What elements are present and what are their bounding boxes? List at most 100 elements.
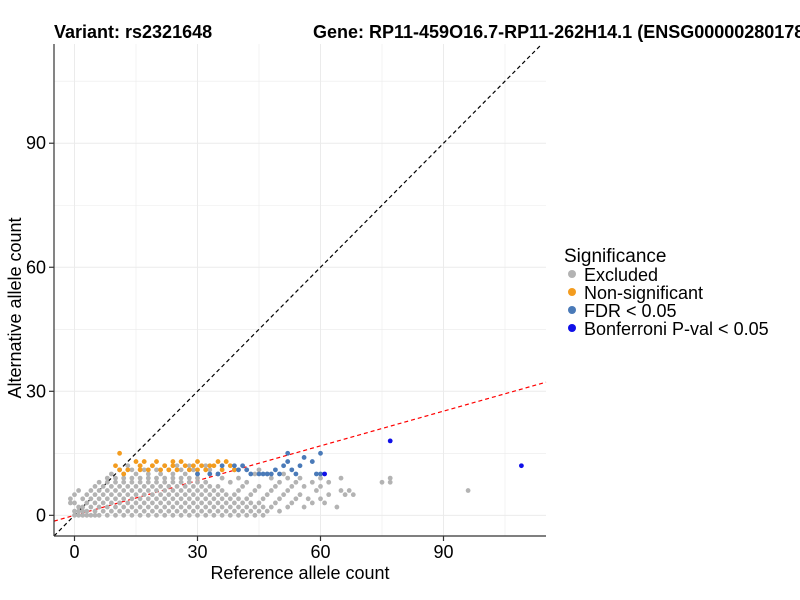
point-excluded xyxy=(199,500,205,506)
point-excluded xyxy=(88,488,94,493)
x-tick-label: 30 xyxy=(187,542,207,562)
reference-lines xyxy=(53,43,547,537)
point-excluded xyxy=(379,479,385,485)
point-excluded xyxy=(252,504,258,510)
point-excluded xyxy=(113,512,118,518)
point-non-significant xyxy=(133,459,139,464)
point-excluded xyxy=(244,496,250,502)
reference-line-identity xyxy=(53,43,543,537)
point-excluded xyxy=(232,500,237,506)
point-excluded xyxy=(260,504,266,510)
point-excluded xyxy=(264,492,270,498)
point-excluded xyxy=(166,492,172,498)
point-excluded xyxy=(236,475,241,481)
point-excluded xyxy=(285,504,291,510)
point-excluded xyxy=(195,488,200,493)
point-excluded xyxy=(170,488,176,493)
point-excluded xyxy=(219,475,225,481)
point-non-significant xyxy=(125,467,131,473)
point-excluded xyxy=(166,500,172,506)
point-excluded xyxy=(145,496,151,502)
point-non-significant xyxy=(232,467,237,473)
point-excluded xyxy=(100,483,106,489)
point-excluded xyxy=(72,512,77,518)
point-fdr-0-05 xyxy=(244,467,250,473)
point-non-significant xyxy=(113,463,118,469)
y-axis-title: Alternative allele count xyxy=(5,217,25,398)
point-excluded xyxy=(191,500,196,506)
point-excluded xyxy=(191,492,196,498)
point-excluded xyxy=(186,479,192,485)
point-excluded xyxy=(338,488,344,493)
legend-key xyxy=(568,324,576,332)
point-excluded xyxy=(145,512,151,518)
point-excluded xyxy=(174,500,180,506)
x-tick-label: 90 xyxy=(433,542,453,562)
point-excluded xyxy=(129,479,135,485)
point-excluded xyxy=(100,492,106,498)
point-fdr-0-05 xyxy=(289,467,295,473)
point-excluded xyxy=(129,488,135,493)
point-fdr-0-05 xyxy=(240,463,246,469)
point-excluded xyxy=(248,500,254,506)
point-excluded xyxy=(88,504,94,510)
point-excluded xyxy=(137,504,143,510)
y-tick-label: 0 xyxy=(36,505,46,525)
point-non-significant xyxy=(227,463,233,469)
point-non-significant xyxy=(121,471,127,477)
point-excluded xyxy=(318,475,323,481)
point-excluded xyxy=(109,508,114,514)
point-excluded xyxy=(145,471,151,477)
point-excluded xyxy=(100,508,106,514)
title-variant: Variant: rs2321648 xyxy=(54,22,212,42)
point-fdr-0-05 xyxy=(318,450,323,456)
point-non-significant xyxy=(203,467,209,473)
point-excluded xyxy=(141,467,147,473)
point-non-significant xyxy=(174,467,180,473)
legend-key xyxy=(568,306,576,314)
point-excluded xyxy=(104,475,110,481)
point-excluded xyxy=(84,492,90,498)
point-fdr-0-05 xyxy=(215,471,221,477)
point-excluded xyxy=(273,483,278,489)
point-excluded xyxy=(219,504,225,510)
point-non-significant xyxy=(207,463,213,469)
point-excluded xyxy=(186,488,192,493)
point-fdr-0-05 xyxy=(232,463,237,469)
point-excluded xyxy=(178,479,184,485)
point-non-significant xyxy=(137,467,143,473)
point-excluded xyxy=(207,467,213,473)
point-excluded xyxy=(211,512,217,518)
point-fdr-0-05 xyxy=(318,471,323,477)
point-non-significant xyxy=(158,467,164,473)
point-excluded xyxy=(387,479,393,485)
point-excluded xyxy=(182,500,188,506)
point-non-significant xyxy=(162,463,168,469)
point-excluded xyxy=(125,492,131,498)
point-excluded xyxy=(252,512,258,518)
point-fdr-0-05 xyxy=(195,471,200,477)
point-excluded xyxy=(260,512,266,518)
point-excluded xyxy=(236,512,241,518)
point-excluded xyxy=(109,471,114,477)
x-tick-label: 0 xyxy=(69,542,79,562)
point-excluded xyxy=(314,488,319,493)
point-excluded xyxy=(141,483,147,489)
point-excluded xyxy=(170,504,176,510)
point-excluded xyxy=(182,471,188,477)
point-excluded xyxy=(322,500,327,506)
point-excluded xyxy=(166,508,172,514)
point-non-significant xyxy=(166,467,172,473)
point-excluded xyxy=(318,483,323,489)
point-excluded xyxy=(223,492,229,498)
point-excluded xyxy=(80,504,86,510)
point-excluded xyxy=(256,508,262,514)
point-excluded xyxy=(92,508,98,514)
point-excluded xyxy=(96,479,102,485)
point-excluded xyxy=(342,492,348,498)
legend: Significance ExcludedNon-significantFDR … xyxy=(564,246,769,339)
point-non-significant xyxy=(182,463,188,469)
point-excluded xyxy=(268,504,274,510)
point-excluded xyxy=(256,467,262,473)
point-excluded xyxy=(195,512,200,518)
